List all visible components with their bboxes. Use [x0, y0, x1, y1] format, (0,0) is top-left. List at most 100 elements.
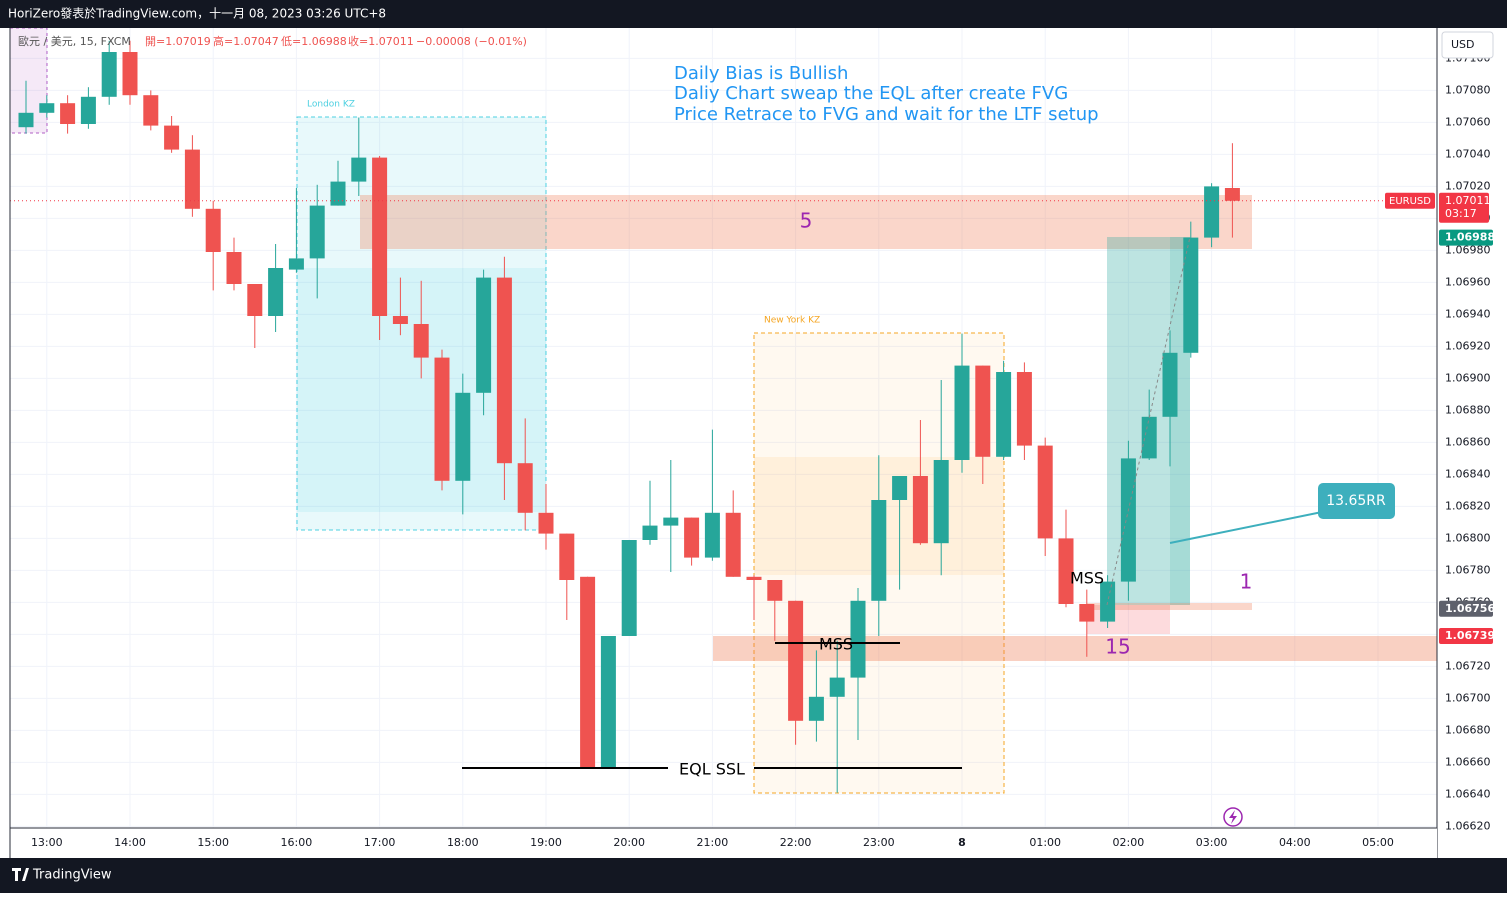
- eql-label: EQL SSL: [679, 760, 745, 779]
- y-tick-label: 1.06820: [1445, 499, 1491, 512]
- candle-body: [559, 533, 575, 580]
- candle-body: [663, 517, 679, 526]
- candle-body: [767, 580, 783, 601]
- candle-body: [39, 103, 55, 113]
- x-tick-label: 22:00: [780, 836, 812, 849]
- candle-body: [392, 316, 408, 324]
- candle-body: [642, 525, 658, 540]
- y-tick-label: 1.06660: [1445, 755, 1491, 768]
- y-tick-label: 1.06920: [1445, 339, 1491, 352]
- alert-icon[interactable]: [1223, 807, 1243, 827]
- y-tick-label: 1.06840: [1445, 467, 1491, 480]
- x-tick-label: 04:00: [1279, 836, 1311, 849]
- candle-body: [268, 268, 284, 316]
- price-axis: [1437, 28, 1507, 858]
- logo: [12, 868, 29, 881]
- zone-label: 5: [800, 209, 813, 233]
- alert-icon: [1229, 810, 1237, 824]
- x-tick-label: 19:00: [530, 836, 562, 849]
- y-tick-label: 1.06640: [1445, 787, 1491, 800]
- candle-body: [684, 517, 700, 558]
- candle-body: [80, 96, 96, 124]
- ohlc-close: 收=1.07011: [348, 34, 414, 48]
- candle-body: [1224, 188, 1240, 201]
- x-tick-label: 01:00: [1029, 836, 1061, 849]
- candle-body: [60, 103, 76, 124]
- price-badge: [1439, 229, 1493, 246]
- candle-body: [600, 636, 616, 769]
- candle-body: [122, 52, 138, 96]
- candle-body: [372, 157, 388, 316]
- symbol-badge-label: EURUSD: [1389, 196, 1431, 207]
- candle-body: [247, 284, 263, 316]
- note: Price Retrace to FVG and wait for the LT…: [674, 104, 1099, 125]
- candle-body: [101, 52, 117, 97]
- y-tick-label: 1.07040: [1445, 147, 1491, 160]
- candle-body: [975, 365, 991, 457]
- candle-body: [18, 112, 34, 128]
- y-tick-label: 1.06860: [1445, 435, 1491, 448]
- candle-body: [1162, 352, 1178, 417]
- price-badge-label: 1.06739: [1445, 629, 1495, 642]
- note: Daliy Chart sweap the EQL after create F…: [674, 83, 1068, 104]
- y-tick-label: 1.06800: [1445, 531, 1491, 544]
- x-tick-label: 17:00: [364, 836, 396, 849]
- y-tick-label: 1.06780: [1445, 563, 1491, 576]
- x-tick-label: 13:00: [31, 836, 63, 849]
- candle-body: [1058, 538, 1074, 604]
- mss-label: MSS: [1070, 569, 1104, 588]
- top-bar: [0, 0, 1507, 28]
- candle-body: [788, 600, 804, 721]
- price-badge: [1439, 628, 1493, 644]
- y-tick-label: 1.06900: [1445, 371, 1491, 384]
- candle-body: [309, 205, 325, 259]
- zone-label: 15: [1105, 635, 1130, 659]
- fvg-zone: [360, 195, 1252, 249]
- candle-body: [143, 95, 159, 126]
- trade-path: [1106, 236, 1191, 606]
- rr-label: 13.65RR: [1326, 493, 1386, 509]
- candles: [10, 40, 1437, 793]
- x-tick-label: 20:00: [613, 836, 645, 849]
- candle-body: [538, 512, 554, 534]
- x-tick-label: 23:00: [863, 836, 895, 849]
- currency[interactable]: USD: [1451, 38, 1475, 51]
- candle-body: [184, 149, 200, 209]
- candle-body: [621, 540, 637, 636]
- price-badge-label: 1.07011: [1445, 194, 1491, 207]
- time-axis: [10, 828, 1437, 858]
- candle-body: [1100, 581, 1116, 622]
- x-tick-label: 18:00: [447, 836, 479, 849]
- ohlc-change: −0.00008 (−0.01%): [416, 35, 527, 48]
- x-tick-label: 21:00: [697, 836, 729, 849]
- candle-body: [808, 696, 824, 721]
- entry-zone: [1087, 603, 1252, 610]
- x-tick-label: 14:00: [114, 836, 146, 849]
- callout-line: [1169, 511, 1323, 544]
- candle-body: [1120, 458, 1136, 582]
- y-tick-label: 1.07060: [1445, 115, 1491, 128]
- x-tick-label: 02:00: [1113, 836, 1145, 849]
- axis: 1.06620 1.06640 1.06660 1.06680 1.06700 1.067…: [31, 51, 1495, 849]
- price-badge-label: 1.06756: [1445, 602, 1495, 615]
- candle-body: [746, 576, 762, 580]
- countdown: 03:17: [1445, 207, 1477, 220]
- candle-body: [1037, 445, 1053, 539]
- y-tick-label: 1.06620: [1445, 819, 1491, 832]
- candle-body: [288, 258, 304, 270]
- candle-body: [996, 372, 1012, 457]
- currency-button[interactable]: [1441, 31, 1494, 59]
- candle-body: [1016, 372, 1032, 446]
- candle-body: [164, 125, 180, 150]
- candle-body: [829, 677, 845, 697]
- candle-body: [933, 460, 949, 544]
- y-tick-label: 1.06960: [1445, 275, 1491, 288]
- y-tick-label: 1.06980: [1445, 243, 1491, 256]
- candle-body: [226, 252, 242, 284]
- session-label: New York KZ: [764, 316, 820, 326]
- fvg-zone: [713, 636, 1437, 661]
- candle-body: [205, 208, 221, 252]
- price-badge-label: 1.06988: [1445, 231, 1495, 244]
